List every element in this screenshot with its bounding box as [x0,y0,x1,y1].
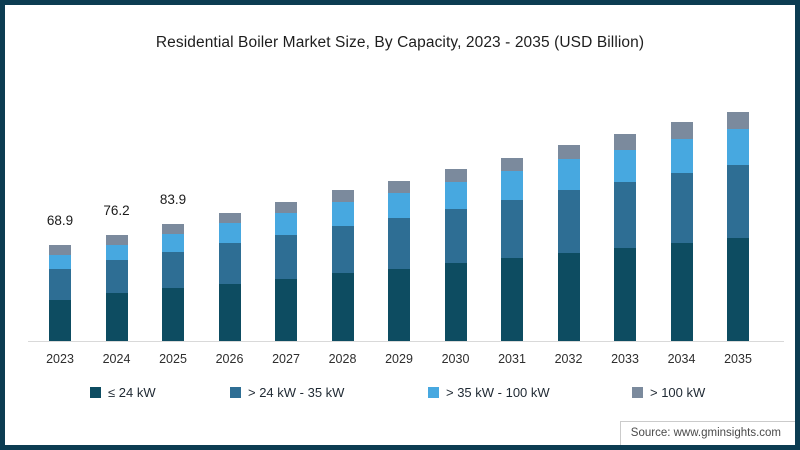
legend-item-gt-100kw: > 100 kW [632,385,705,400]
bar-segment-2029-series0 [388,268,410,341]
bar-segment-2025-series2 [162,233,184,252]
bar-segment-2026-series0 [218,283,241,341]
bar-segment-2029-series2 [388,193,410,219]
bar-segment-2031-series0 [501,258,523,341]
x-axis-label-2031: 2031 [498,352,526,366]
bar-segment-2026-series1 [218,243,241,284]
bar-segment-2035-series0 [727,237,749,341]
legend-swatch-24-35kw [230,387,241,398]
legend-label: ≤ 24 kW [108,385,156,400]
x-axis-label-2026: 2026 [215,352,244,366]
bar-segment-2029-series1 [388,218,410,269]
bar-segment-2031-series1 [501,200,523,259]
bar-segment-2030-series2 [444,181,467,210]
bar-total-label-2023: 68.9 [46,213,74,229]
legend-item-35-100kw: > 35 kW - 100 kW [428,385,550,400]
bar-segment-2034-series0 [670,242,693,341]
bar-2033 [614,134,636,341]
bar-segment-2030-series0 [444,263,467,341]
legend-swatch-gt-100kw [632,387,643,398]
legend-swatch-35-100kw [428,387,439,398]
x-axis-label-2024: 2024 [102,352,131,366]
bar-segment-2030-series3 [444,168,467,182]
bar-segment-2031-series2 [501,171,523,201]
bar-segment-2034-series2 [670,138,693,174]
bar-total-label-2024: 76.2 [103,203,130,219]
bar-segment-2032-series0 [557,252,580,341]
bar-segment-2027-series3 [275,201,297,214]
bar-segment-2025-series1 [162,252,184,288]
legend-item-le-24kw: ≤ 24 kW [90,385,156,400]
bar-segment-2033-series3 [614,134,636,150]
legend-label: > 24 kW - 35 kW [248,385,345,400]
bar-segment-2033-series0 [614,247,636,341]
x-axis-label-2033: 2033 [611,352,639,366]
bar-segment-2026-series2 [218,223,241,244]
legend-label: > 100 kW [650,385,706,400]
bar-2031 [501,157,523,341]
x-axis-label-2025: 2025 [159,352,187,366]
bar-segment-2024-series0 [105,292,128,341]
bar-segment-2026-series3 [218,213,241,224]
x-axis-label-2032: 2032 [554,352,583,366]
bar-segment-2025-series0 [162,288,184,341]
bar-2027 [275,201,297,341]
bar-2025 [162,224,184,341]
bar-segment-2024-series3 [105,235,128,245]
bar-2035 [727,111,749,341]
chart-title: Residential Boiler Market Size, By Capac… [155,34,645,51]
bar-segment-2023-series0 [49,299,71,341]
bar-segment-2028-series3 [331,190,354,203]
bar-segment-2023-series3 [49,245,71,255]
bar-segment-2027-series2 [275,213,297,235]
x-axis-label-2029: 2029 [385,352,413,366]
x-axis-label-2034: 2034 [667,352,696,366]
bar-segment-2024-series2 [105,244,128,261]
x-axis-label-2035: 2035 [724,352,752,366]
bar-segment-2032-series2 [557,159,580,191]
bar-segment-2023-series1 [49,269,71,300]
bar-segment-2028-series1 [331,225,354,274]
bar-2028 [331,190,354,341]
bar-2029 [388,180,410,341]
bar-2034 [670,122,693,341]
bar-segment-2023-series2 [49,254,71,270]
bar-segment-2030-series1 [444,209,467,264]
x-axis-label-2030: 2030 [441,352,470,366]
bar-segment-2033-series2 [614,149,636,183]
bar-segment-2034-series3 [670,122,693,139]
bar-segment-2029-series3 [388,180,410,194]
x-axis-label-2028: 2028 [328,352,357,366]
bar-segment-2027-series0 [275,278,297,341]
bar-2024 [105,235,128,341]
bar-2032 [557,144,580,341]
x-axis-label-2027: 2027 [272,352,300,366]
bar-segment-2034-series1 [670,173,693,243]
bar-segment-2031-series3 [501,157,523,172]
legend-label: > 35 kW - 100 kW [446,385,550,400]
bar-segment-2035-series1 [727,164,749,238]
bar-segment-2035-series3 [727,111,749,129]
bar-2026 [218,213,241,341]
source-attribution: Source: www.gminsights.com [619,421,795,445]
bar-segment-2035-series2 [727,128,749,165]
bar-segment-2028-series0 [331,273,354,341]
bar-total-label-2025: 83.9 [159,192,187,208]
bar-segment-2032-series3 [557,144,580,160]
bar-segment-2032-series1 [557,190,580,253]
bar-2030 [444,168,467,341]
x-axis-label-2023: 2023 [46,352,74,366]
bar-segment-2028-series2 [331,202,354,226]
bar-segment-2025-series3 [162,224,184,234]
legend-item-24-35kw: > 24 kW - 35 kW [230,385,344,400]
bar-2023 [49,245,71,341]
x-axis-line [28,341,784,342]
legend: ≤ 24 kW > 24 kW - 35 kW > 35 kW - 100 kW… [0,385,800,405]
bar-segment-2033-series1 [614,182,636,248]
bar-segment-2024-series1 [105,260,128,293]
legend-swatch-le-24kw [90,387,101,398]
bar-segment-2027-series1 [275,234,297,279]
